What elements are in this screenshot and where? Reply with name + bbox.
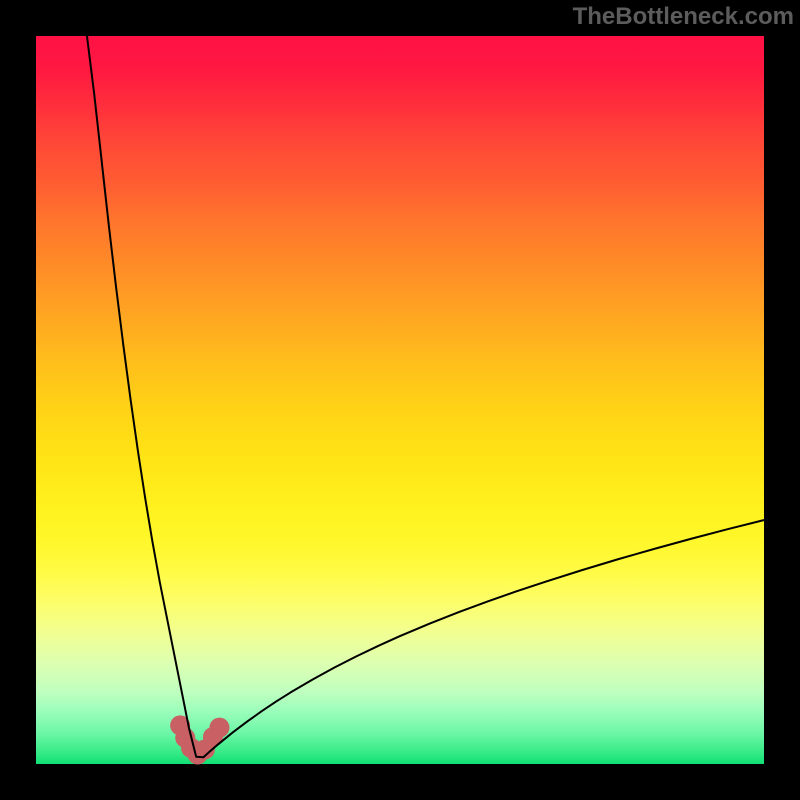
chart-container: TheBottleneck.com [0, 0, 800, 800]
plot-background-gradient [36, 36, 764, 764]
watermark-text: TheBottleneck.com [573, 3, 794, 31]
bottleneck-marker-dot [209, 718, 229, 738]
bottleneck-chart [0, 0, 800, 800]
